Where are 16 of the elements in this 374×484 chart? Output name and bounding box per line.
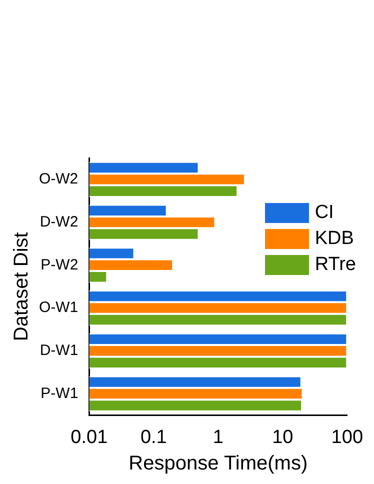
legend-label: CI: [314, 201, 334, 225]
x-tick-label: 1: [212, 426, 224, 448]
y-tick-label: P-W1: [40, 384, 78, 402]
y-tick-label: P-W2: [40, 256, 78, 274]
legend-label: KDB: [314, 227, 354, 251]
y-tick-label: O-W1: [38, 299, 78, 316]
x-tick-label: 10: [272, 426, 294, 448]
y-axis-title: Dataset Dist: [10, 232, 33, 342]
y-tick-label: D-W1: [40, 342, 78, 360]
x-axis-title: Response Time(ms): [128, 452, 308, 475]
x-tick-label: 100: [331, 426, 363, 448]
y-tick-label: O-W2: [38, 170, 78, 188]
x-tick-label: 0.01: [70, 426, 108, 448]
x-tick-label: 0.1: [140, 426, 167, 448]
y-tick-label: D-W2: [40, 213, 78, 230]
legend-label: RTre: [314, 253, 356, 277]
